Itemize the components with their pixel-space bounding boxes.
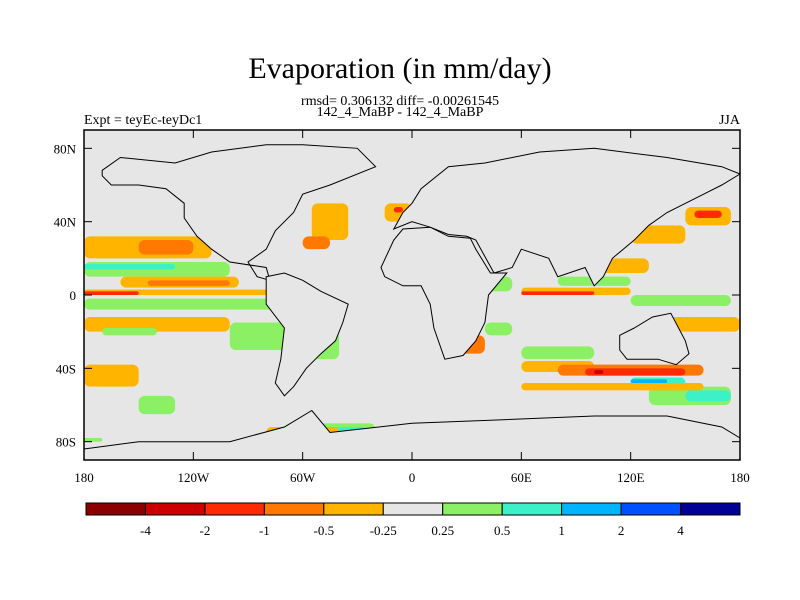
chart-title: Evaporation (in mm/day) (248, 52, 552, 85)
anomaly-region (694, 210, 722, 218)
experiment-label: Expt = teyEc-teyDc1 (84, 113, 203, 128)
colorbar-swatch (501, 502, 563, 516)
anomaly-region (521, 291, 595, 295)
continent-outline (392, 147, 742, 287)
anomaly-region (84, 263, 176, 270)
x-tick-label: 60E (511, 470, 532, 485)
colorbar: -4 -2 -1 -0.5 -0.25 0.25 0.5 1 2 4 (85, 502, 741, 538)
colorbar-label: 2 (618, 523, 625, 538)
continent-outline (380, 226, 508, 360)
chart-subtitle: 142_4_MaBP - 142_4_MaBP (316, 105, 484, 120)
x-tick-label: 180 (74, 470, 94, 485)
anomaly-region (84, 291, 139, 295)
anomaly-region (311, 203, 349, 240)
x-tick-label: 0 (409, 470, 416, 485)
y-tick-label: 40S (56, 361, 76, 376)
colorbar-label: -0.25 (370, 523, 397, 538)
colorbar-swatch (144, 502, 206, 516)
anomaly-region (147, 280, 230, 286)
colorbar-swatch (561, 502, 622, 516)
colorbar-label: -4 (140, 523, 151, 538)
y-tick-label: 80N (54, 141, 77, 156)
anomaly-region (630, 295, 731, 306)
anomaly-region (521, 346, 595, 360)
season-label: JJA (718, 113, 740, 128)
axis-ticks: 180 120W 60W 0 60E 120E 180 80N 40N 0 40S 80S (54, 130, 750, 485)
colorbar-label: 1 (558, 523, 565, 538)
continent-outline (619, 312, 690, 366)
colorbar-swatch (323, 502, 384, 516)
colorbar-label: -2 (199, 523, 210, 538)
continent-outline (101, 144, 377, 282)
x-tick-label: 120W (177, 470, 210, 485)
colorbar-swatch (263, 502, 325, 516)
anomaly-region (84, 364, 139, 387)
anomaly-region (594, 370, 604, 374)
anomaly-region (229, 322, 294, 350)
colorbar-label: -0.5 (314, 523, 335, 538)
y-tick-label: 80S (56, 435, 76, 450)
anomaly-region (630, 379, 668, 383)
colorbar-swatch (680, 502, 741, 516)
anomaly-region (302, 236, 330, 250)
x-tick-label: 120E (617, 470, 645, 485)
colorbar-label: 4 (677, 523, 684, 538)
colorbar-label: 0.25 (431, 523, 454, 538)
y-tick-label: 0 (70, 288, 77, 303)
anomaly-region (84, 298, 303, 310)
stats-line: rmsd= 0.306132 diff= -0.00261545 (301, 94, 499, 109)
y-tick-label: 40N (54, 215, 77, 230)
colorbar-label: -1 (259, 523, 270, 538)
continent-outline (265, 272, 349, 397)
anomaly-region (102, 328, 157, 336)
anomaly-region (393, 207, 403, 213)
colorbar-swatch (85, 502, 146, 516)
anomaly-region (84, 438, 103, 442)
colorbar-label: 0.5 (494, 523, 510, 538)
x-tick-label: 180 (730, 470, 750, 485)
colorbar-swatch (442, 502, 503, 516)
anomaly-region (521, 383, 704, 391)
anomaly-region (138, 395, 176, 415)
colorbar-swatch (620, 502, 682, 516)
continent-outlines (83, 144, 742, 461)
colorbar-swatch (382, 502, 444, 516)
anomaly-regions (84, 203, 740, 442)
anomaly-region (138, 240, 194, 255)
anomaly-region (484, 322, 513, 336)
colorbar-swatch (204, 502, 265, 516)
x-tick-label: 60W (290, 470, 316, 485)
anomaly-region (585, 368, 686, 376)
anomaly-region (685, 390, 731, 402)
